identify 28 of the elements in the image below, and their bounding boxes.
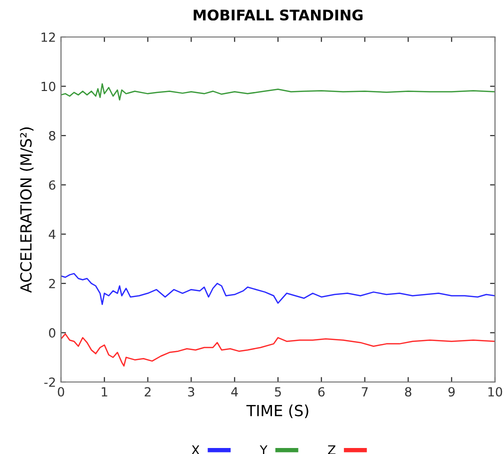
y-tick-label: 4 [48, 230, 56, 239]
x-tick-label: 3 [188, 387, 194, 397]
x-tick-label: 1 [102, 387, 108, 396]
y-tick-label: 12 [42, 32, 55, 42]
chart-title: MOBIFALL STANDING [194, 10, 363, 21]
y-tick-label: -2 [44, 377, 55, 387]
x-tick-label: 0 [58, 387, 64, 397]
x-tick-label: 10 [488, 387, 502, 397]
x-tick-label: 9 [448, 387, 455, 397]
x-tick-label: 2 [144, 387, 151, 396]
y-tick-label: 6 [49, 180, 56, 190]
legend-label: Y [260, 445, 268, 454]
x-tick-label: 4 [231, 387, 238, 396]
x-tick-label: 8 [405, 387, 412, 397]
y-axis-title: ACCELERATION (M/S²) [20, 127, 34, 293]
line-series [61, 83, 495, 100]
y-tick-label: 2 [49, 278, 55, 288]
x-axis-title: TIME (S) [246, 404, 308, 418]
y-tick-label: 10 [42, 82, 56, 92]
line-series [61, 272, 495, 305]
x-tick-label: 7 [362, 387, 368, 396]
x-tick-label: 5 [274, 387, 281, 397]
x-tick-label: 6 [318, 387, 325, 397]
line-series [61, 333, 495, 367]
legend-label: Z [328, 445, 336, 454]
y-tick-label: 0 [49, 328, 56, 338]
y-tick-label: 8 [49, 131, 56, 140]
legend-label: X [192, 445, 200, 454]
